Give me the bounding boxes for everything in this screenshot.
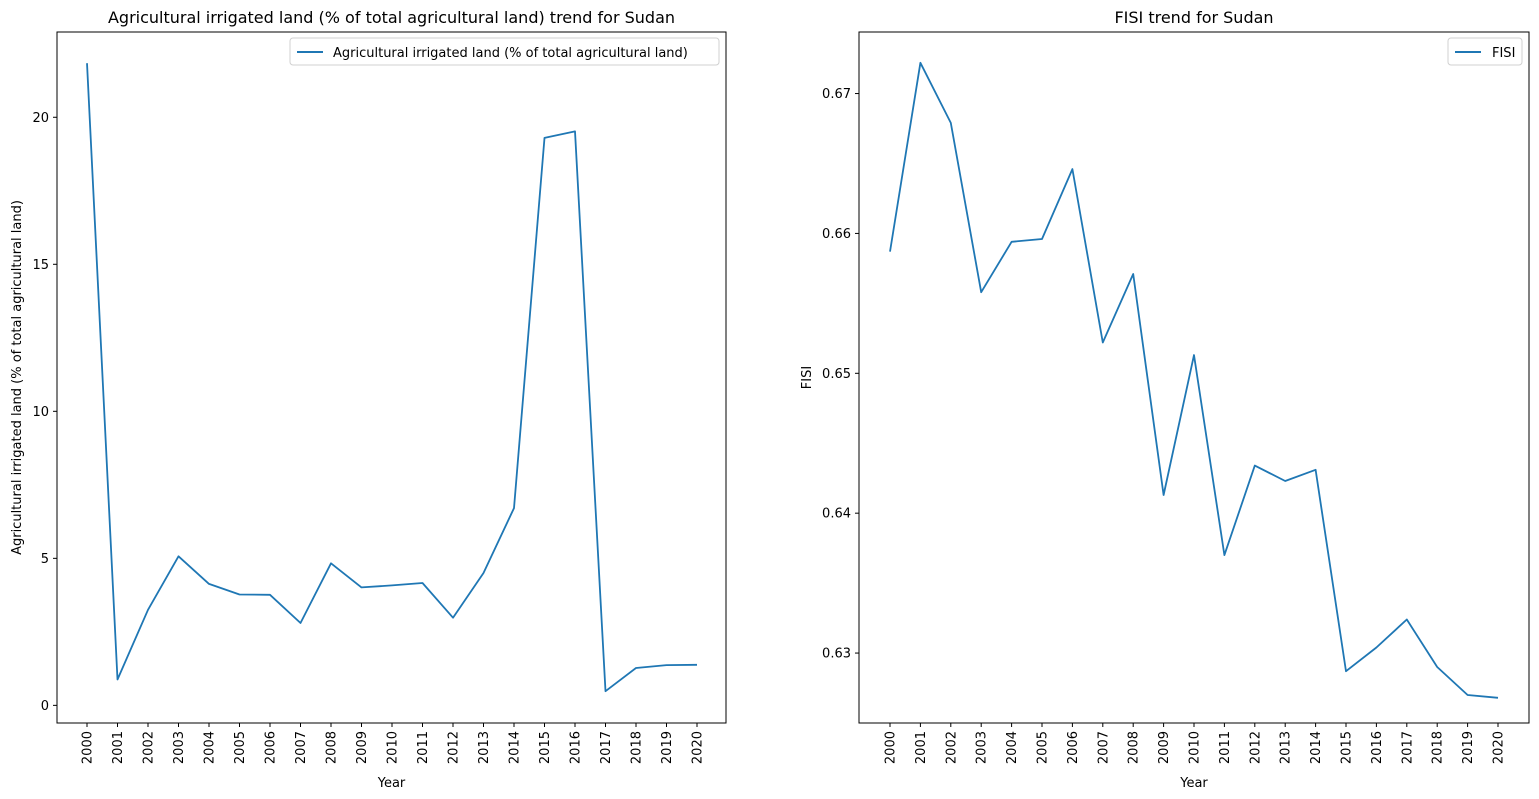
chart-irrigated-land: Agricultural irrigated land (% of total … <box>10 8 727 791</box>
x-tick-label: 2019 <box>1461 731 1476 764</box>
legend-box <box>1447 37 1523 66</box>
y-tick-label: 10 <box>32 405 49 420</box>
legend-box <box>289 37 720 66</box>
y-axis-label: Agricultural irrigated land (% of total … <box>10 200 25 555</box>
series-line <box>889 61 1499 699</box>
x-tick-label: 2012 <box>1248 731 1263 764</box>
x-tick-label: 2000 <box>884 731 899 764</box>
x-tick-label: 2017 <box>599 731 614 764</box>
y-tick-label: 0.67 <box>822 87 851 102</box>
x-tick-label: 2007 <box>1096 731 1111 764</box>
x-tick-label: 2020 <box>691 731 706 764</box>
y-tick-label: 0.66 <box>822 227 851 242</box>
x-ticks: 2000 2001 2002 2003 2004 2005 2006 2007 2008 2009… <box>81 723 706 764</box>
x-tick-label: 2008 <box>325 731 340 764</box>
chart-fisi: FISI trend for Sudan 0.630.640.650.660.6… <box>800 8 1530 791</box>
x-ticks: 2000 2001 2002 2003 2004 2005 2006 2007 2008 2009… <box>884 723 1507 764</box>
x-tick-label: 2009 <box>1157 731 1172 764</box>
legend: Agricultural irrigated land (% of total … <box>289 37 720 66</box>
x-tick-label: 2006 <box>1066 731 1081 764</box>
x-tick-label: 2009 <box>355 731 370 764</box>
x-tick-label: 2011 <box>1218 731 1233 764</box>
y-ticks: 0.63 0.64 0.65 0.66 0.67 <box>822 87 859 662</box>
x-tick-label: 2017 <box>1400 731 1415 764</box>
legend-label: Agricultural irrigated land (% of total … <box>333 46 688 61</box>
y-ticks: 0 5 10 15 20 <box>32 111 57 714</box>
x-tick-label: 2004 <box>203 731 218 764</box>
series-lines <box>889 61 1499 699</box>
y-tick-label: 0 <box>41 699 49 714</box>
x-tick-label: 2006 <box>264 731 279 764</box>
x-tick-label: 2016 <box>1370 731 1385 764</box>
x-tick-label: 2013 <box>1279 731 1294 764</box>
x-tick-label: 2011 <box>416 731 431 764</box>
y-tick-label: 20 <box>32 111 49 126</box>
x-tick-label: 2013 <box>477 731 492 764</box>
plot-frame <box>858 31 1530 724</box>
legend: FISI <box>1447 37 1523 66</box>
x-tick-label: 2005 <box>1036 731 1051 764</box>
x-tick-label: 2014 <box>1309 731 1324 764</box>
x-tick-label: 2015 <box>538 731 553 764</box>
series-line <box>86 63 698 693</box>
x-tick-label: 2010 <box>386 731 401 764</box>
x-tick-label: 2016 <box>569 731 584 764</box>
legend-label: FISI <box>1492 46 1515 61</box>
x-tick-label: 2018 <box>1431 731 1446 764</box>
x-axis-label: Year <box>1179 776 1208 791</box>
plot-frame <box>56 31 727 724</box>
x-tick-label: 2000 <box>81 731 96 764</box>
y-tick-label: 15 <box>32 258 49 273</box>
chart-title: Agricultural irrigated land (% of total … <box>108 8 675 27</box>
x-tick-label: 2014 <box>508 731 523 764</box>
x-tick-label: 2010 <box>1188 731 1203 764</box>
x-tick-label: 2001 <box>914 731 929 764</box>
y-tick-label: 0.64 <box>822 507 851 522</box>
y-axis-label: FISI <box>800 366 815 389</box>
x-tick-label: 2005 <box>233 731 248 764</box>
x-tick-label: 2004 <box>1005 731 1020 764</box>
x-tick-label: 2003 <box>172 731 187 764</box>
x-tick-label: 2019 <box>660 731 675 764</box>
x-axis-label: Year <box>377 776 406 791</box>
x-tick-label: 2018 <box>630 731 645 764</box>
x-tick-label: 2003 <box>975 731 990 764</box>
x-tick-label: 2012 <box>447 731 462 764</box>
x-tick-label: 2015 <box>1340 731 1355 764</box>
x-tick-label: 2007 <box>294 731 309 764</box>
y-tick-label: 0.63 <box>822 647 851 662</box>
y-tick-label: 0.65 <box>822 367 851 382</box>
x-tick-label: 2020 <box>1492 731 1507 764</box>
x-tick-label: 2008 <box>1127 731 1142 764</box>
x-tick-label: 2002 <box>944 731 959 764</box>
x-tick-label: 2001 <box>111 731 126 764</box>
chart-title: FISI trend for Sudan <box>1114 8 1273 27</box>
series-lines <box>86 63 698 693</box>
x-tick-label: 2002 <box>142 731 157 764</box>
y-tick-label: 5 <box>41 552 49 567</box>
